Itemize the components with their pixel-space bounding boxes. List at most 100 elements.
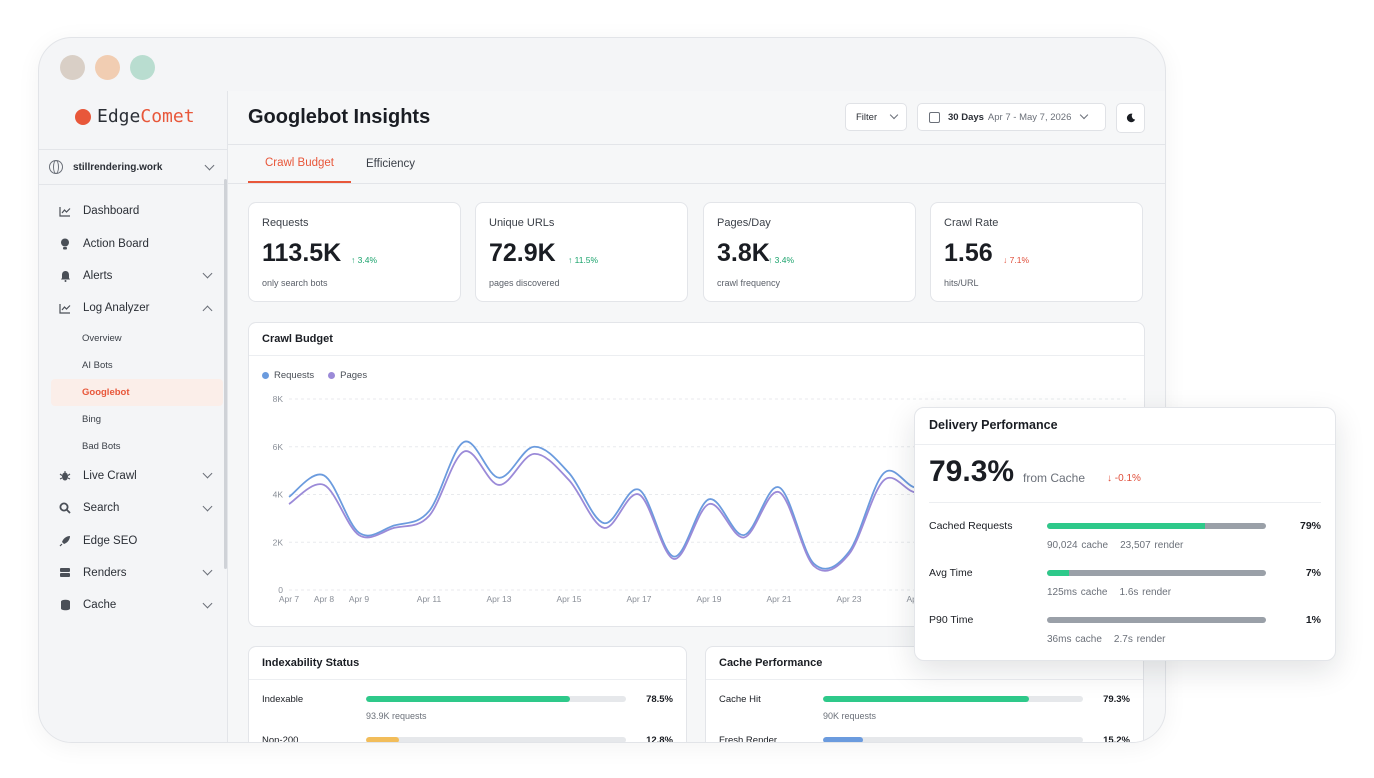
y-tick-label: 6K	[273, 442, 284, 452]
logo[interactable]: EdgeComet	[75, 106, 195, 127]
progress-fill	[366, 737, 400, 742]
nav-item-search[interactable]: Search	[51, 492, 223, 524]
chart-icon	[58, 301, 72, 315]
layers-icon	[58, 566, 72, 580]
card-title: Cache Performance	[719, 657, 823, 669]
moon-icon	[1126, 113, 1135, 123]
sidebar-scrollbar[interactable]	[224, 179, 227, 569]
sub-item-bing[interactable]: Bing	[82, 413, 102, 425]
nav-item-action-board[interactable]: Action Board	[51, 227, 223, 259]
cache-performance-card: Cache Performance Cache Hit 79.3% 90K re…	[705, 646, 1144, 743]
chart-legend: Requests Pages	[262, 370, 367, 381]
chevron-down-icon	[202, 598, 213, 609]
x-tick-label: Apr 8	[314, 594, 335, 604]
y-tick-label: 4K	[273, 490, 284, 500]
cache-row: Cache Hit 79.3% 90K requests	[719, 694, 1130, 721]
filter-button[interactable]: Filter	[845, 103, 907, 131]
x-tick-label: Apr 7	[279, 594, 300, 604]
y-tick-label: 8K	[273, 394, 284, 404]
window-controls	[60, 55, 155, 80]
chart-line-icon	[58, 204, 72, 218]
nav-item-live-crawl[interactable]: Live Crawl	[51, 460, 223, 492]
sub-item-ai-bots[interactable]: AI Bots	[82, 359, 113, 371]
kpi-delta: ↑ 3.4%	[768, 255, 794, 265]
x-tick-label: Apr 19	[696, 594, 721, 604]
site-selector[interactable]: stillrendering.work	[39, 149, 227, 185]
sub-item-overview[interactable]: Overview	[82, 332, 122, 344]
search-icon	[58, 501, 72, 515]
legend-item-pages[interactable]: Pages	[328, 370, 367, 381]
chevron-down-icon	[202, 269, 213, 279]
chevron-down-icon	[202, 468, 213, 479]
nav-item-alerts[interactable]: Alerts	[51, 260, 223, 292]
date-range-picker[interactable]: 30 Days Apr 7 - May 7, 2026	[917, 103, 1106, 131]
delivery-row-p90-time: P90 Time 1% 36ms cache 2.7s render	[929, 614, 1321, 645]
nav-item-cache[interactable]: Cache	[51, 589, 223, 621]
sub-item-bad-bots[interactable]: Bad Bots	[82, 440, 121, 452]
card-title: Indexability Status	[262, 657, 360, 669]
progress-fill	[1047, 570, 1069, 576]
legend-item-requests[interactable]: Requests	[262, 370, 314, 381]
tab-efficiency[interactable]: Efficiency	[366, 158, 416, 170]
nav-item-edge-seo[interactable]: Edge SEO	[51, 524, 223, 556]
chevron-down-icon	[1080, 110, 1089, 120]
bug-icon	[58, 469, 72, 483]
brand-name: EdgeComet	[97, 106, 195, 127]
kpi-label: Unique URLs	[489, 217, 555, 229]
x-tick-label: Apr 17	[626, 594, 651, 604]
nav-item-renders[interactable]: Renders	[51, 557, 223, 589]
kpi-delta: ↓ 7.1%	[1003, 255, 1029, 265]
progress-fill	[366, 696, 571, 702]
nav-item-dashboard[interactable]: Dashboard	[51, 195, 223, 227]
kpi-delta: ↑ 3.4%	[351, 255, 377, 265]
site-name: stillrendering.work	[73, 161, 163, 173]
window-close-button[interactable]	[60, 55, 85, 80]
progress-fill	[1047, 523, 1205, 529]
kpi-card-pages-per-day: Pages/Day 3.8K ↑ 3.4% crawl frequency	[703, 202, 916, 302]
sub-item-googlebot[interactable]: Googlebot	[51, 378, 223, 406]
tab-crawl-budget[interactable]: Crawl Budget	[248, 145, 351, 183]
cache-row: Fresh Render 15.2%	[719, 735, 1130, 743]
kpi-subtitle: pages discovered	[489, 278, 560, 288]
divider	[929, 502, 1321, 503]
divider	[249, 355, 1144, 356]
kpi-value: 3.8K	[717, 239, 770, 267]
legend-dot-icon	[328, 372, 336, 379]
globe-icon	[49, 160, 63, 174]
kpi-label: Requests	[262, 217, 309, 229]
x-tick-label: Apr 9	[349, 594, 370, 604]
x-tick-label: Apr 15	[556, 594, 581, 604]
divider	[249, 679, 686, 680]
progress-fill	[823, 696, 1030, 702]
y-tick-label: 2K	[273, 537, 284, 547]
delivery-value: 79.3%	[929, 455, 1015, 488]
calendar-icon	[929, 111, 940, 123]
tab-bar: Crawl Budget Efficiency	[228, 144, 1165, 184]
theme-toggle-button[interactable]	[1116, 103, 1145, 133]
y-tick-label: 0	[278, 585, 283, 595]
indexability-row: Non-200 12.8%	[262, 735, 673, 743]
kpi-value: 72.9K	[489, 239, 556, 267]
window-minimize-button[interactable]	[95, 55, 120, 80]
progress-fill	[823, 737, 863, 742]
sidebar: EdgeComet stillrendering.work Dashboard …	[39, 91, 227, 742]
database-icon	[58, 598, 72, 612]
legend-dot-icon	[262, 372, 269, 379]
divider	[706, 679, 1143, 680]
delivery-row-avg-time: Avg Time 7% 125ms cache 1.6s render	[929, 567, 1321, 598]
kpi-subtitle: crawl frequency	[717, 278, 781, 288]
kpi-value: 113.5K	[262, 239, 342, 267]
chevron-down-icon	[889, 110, 899, 120]
progress-bar	[823, 737, 1083, 742]
progress-bar	[366, 737, 626, 742]
chevron-up-icon	[202, 305, 213, 316]
nav-item-log-analyzer[interactable]: Log Analyzer	[51, 292, 223, 324]
chevron-down-icon	[204, 160, 215, 170]
comet-logo-icon	[75, 108, 91, 125]
card-title: Crawl Budget	[262, 333, 333, 345]
x-tick-label: Apr 11	[417, 594, 442, 604]
window-maximize-button[interactable]	[130, 55, 155, 80]
kpi-label: Crawl Rate	[944, 217, 999, 229]
kpi-label: Pages/Day	[717, 217, 771, 229]
divider	[915, 444, 1335, 445]
